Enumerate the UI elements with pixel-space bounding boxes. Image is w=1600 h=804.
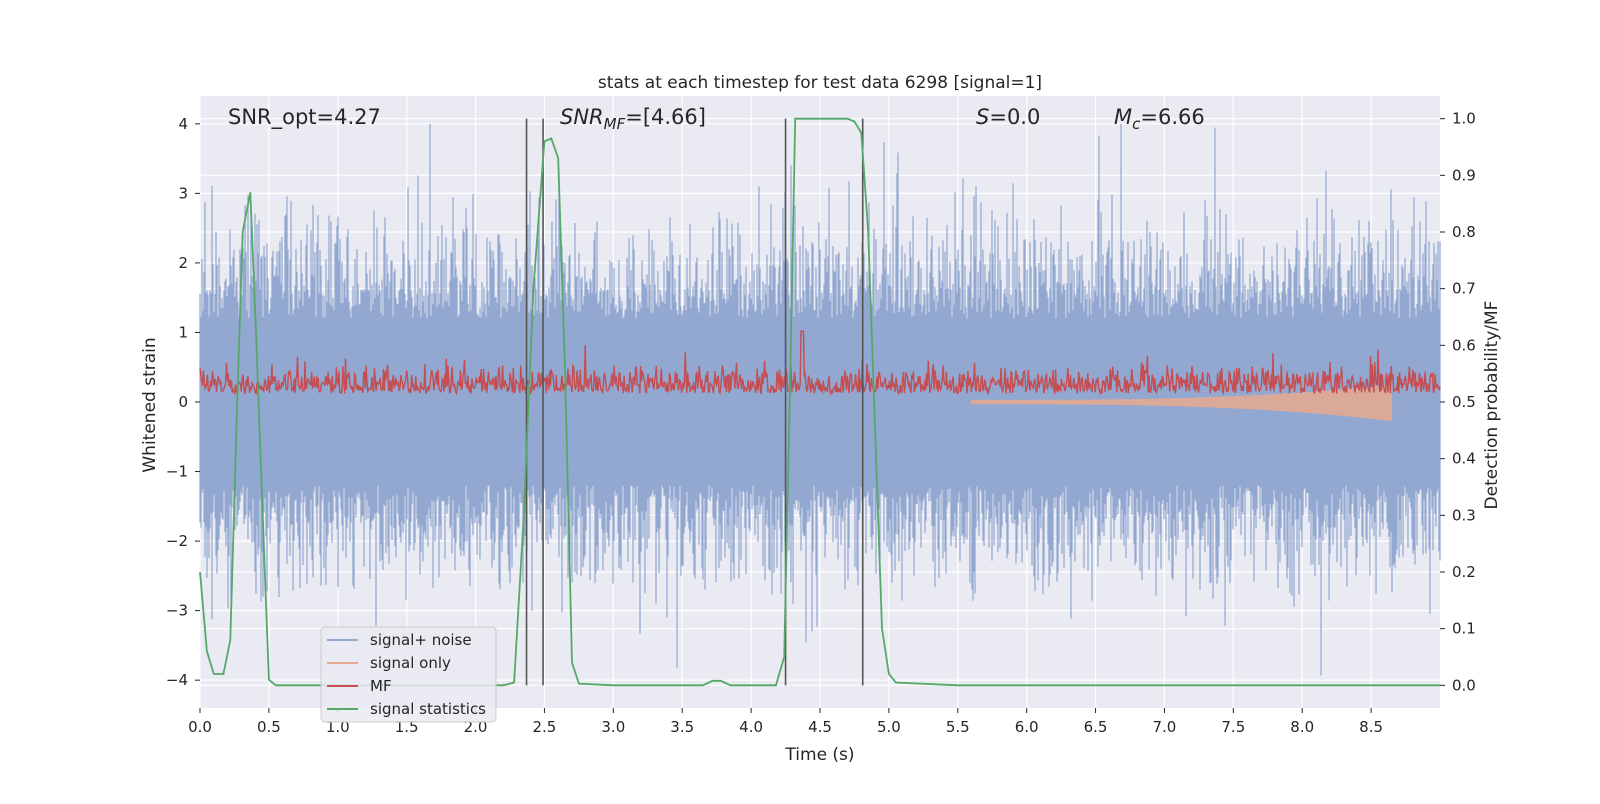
x-tick-label-14: 7.0: [1153, 718, 1177, 736]
mf-trace: [199, 330, 1441, 397]
y-left-axis-ticks: −4 −3 −2 −1 0 1 2 3 4: [166, 115, 200, 689]
x-tick-label-13: 6.5: [1084, 718, 1108, 736]
y-right-tick-label-6: 0.6: [1452, 336, 1476, 354]
x-tick-label-11: 5.5: [946, 718, 970, 736]
mf-series: [199, 330, 1441, 397]
annotation-mc-value: =6.66: [1140, 105, 1204, 129]
y-left-tick-label-8: 4: [178, 115, 188, 133]
y-right-tick-label-0: 0.0: [1452, 676, 1476, 694]
y-right-tick-label-7: 0.7: [1452, 280, 1476, 298]
x-tick-label-7: 3.5: [670, 718, 694, 736]
y-left-tick-label-7: 3: [178, 184, 188, 202]
x-tick-label-16: 8.0: [1290, 718, 1314, 736]
y-right-tick-label-10: 1.0: [1452, 110, 1476, 128]
x-tick-label-15: 7.5: [1221, 718, 1245, 736]
x-tick-label-17: 8.5: [1359, 718, 1383, 736]
legend-label-signal-noise: signal+ noise: [370, 631, 472, 649]
y-left-tick-label-1: −3: [166, 602, 188, 620]
annotation-snr-mf-subscript: MF: [604, 115, 626, 133]
x-tick-label-9: 4.5: [808, 718, 832, 736]
legend-box: [320, 626, 497, 723]
legend: signal+ noise signal only MF signal stat…: [320, 626, 497, 723]
annotation-s-symbol: S: [976, 105, 989, 129]
y-left-tick-label-3: −1: [166, 463, 188, 481]
x-tick-label-6: 3.0: [601, 718, 625, 736]
y-right-tick-label-1: 0.1: [1452, 620, 1476, 638]
x-tick-label-1: 0.5: [257, 718, 281, 736]
y-right-axis-label: Detection probability/MF: [1482, 301, 1502, 510]
signal-only-series: [971, 384, 1393, 422]
y-left-axis-label: Whitened strain: [140, 337, 160, 472]
annotation-mc-subscript: c: [1132, 115, 1141, 133]
y-left-tick-label-0: −4: [166, 671, 188, 689]
y-right-axis-ticks: 0.0 0.1 0.2 0.3 0.4 0.5 0.6 0.7 0.8 0.9 1.0: [1440, 110, 1476, 694]
signal-only-trace: [971, 384, 1393, 422]
x-tick-label-8: 4.0: [739, 718, 763, 736]
y-right-tick-label-4: 0.4: [1452, 450, 1476, 468]
x-axis-label: Time (s): [784, 745, 854, 765]
legend-label-mf: MF: [370, 677, 392, 695]
legend-label-signal-only: signal only: [370, 654, 451, 672]
legend-label-signal-statistics: signal statistics: [370, 700, 486, 718]
annotation-mc: Mc=6.66: [1114, 105, 1205, 133]
signal-statistics-series: [199, 117, 1440, 687]
annotation-mc-symbol: M: [1114, 105, 1132, 129]
y-right-tick-label-9: 0.9: [1452, 166, 1476, 184]
y-left-tick-label-2: −2: [166, 532, 188, 550]
x-tick-label-5: 2.5: [533, 718, 557, 736]
x-tick-label-12: 6.0: [1015, 718, 1039, 736]
annotation-snr-mf-symbol: SNR: [560, 105, 604, 129]
y-right-tick-label-2: 0.2: [1452, 563, 1476, 581]
annotation-snr-mf-value: =[4.66]: [625, 105, 706, 129]
annotation-s-value: =0.0: [989, 105, 1040, 129]
signal-statistics-line: [199, 117, 1440, 687]
y-left-tick-label-4: 0: [178, 393, 188, 411]
chart-title: stats at each timestep for test data 629…: [598, 73, 1042, 93]
annotation-snr-opt: SNR_opt=4.27: [228, 105, 381, 130]
y-right-tick-label-8: 0.8: [1452, 223, 1476, 241]
annotation-snr-mf: SNRMF=[4.66]: [560, 105, 706, 133]
y-left-tick-label-5: 1: [178, 323, 188, 341]
y-right-tick-label-3: 0.3: [1452, 506, 1476, 524]
x-tick-label-0: 0.0: [188, 718, 212, 736]
x-tick-label-10: 5.0: [877, 718, 901, 736]
annotation-s: S=0.0: [976, 105, 1040, 129]
y-left-tick-label-6: 2: [178, 254, 188, 272]
y-right-tick-label-5: 0.5: [1452, 393, 1476, 411]
